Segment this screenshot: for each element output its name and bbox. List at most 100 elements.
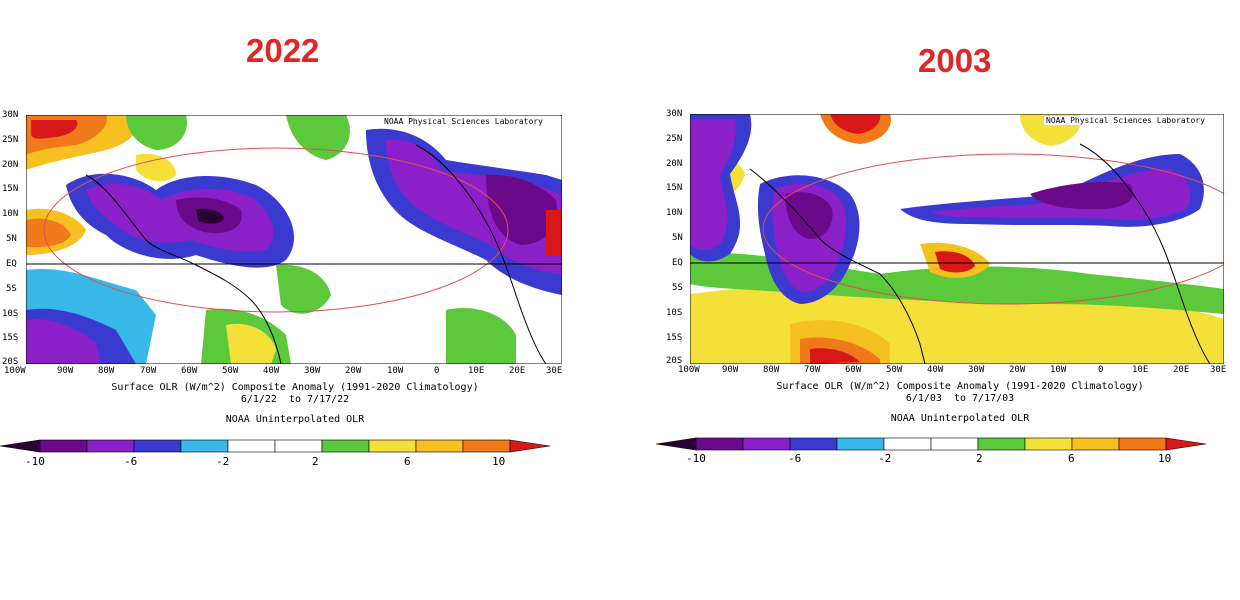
colorbar-cell (1165, 437, 1207, 451)
map-graphic (690, 114, 1224, 364)
colorbar-cell (883, 437, 932, 451)
colorbar-tick: -10 (686, 452, 706, 465)
lon-label: 30W (304, 366, 321, 376)
lon-label: 20W (1009, 365, 1026, 375)
lon-label: 30W (968, 365, 985, 375)
year-title: 2022 (246, 32, 320, 69)
colorbar-cell (274, 439, 323, 453)
lon-label: 10E (468, 366, 485, 376)
colorbar-cell (789, 437, 838, 451)
colorbar-tick: -6 (124, 455, 138, 468)
colorbar-cell (1071, 437, 1120, 451)
lon-label: 70W (140, 366, 157, 376)
lat-label: 20S (2, 357, 19, 367)
lat-label: 20N (2, 160, 19, 170)
colorbar-tick: -2 (216, 455, 230, 468)
colorbar-cell (227, 439, 276, 453)
olr-anomaly-map: NOAA Physical Sciences Laboratory (26, 115, 562, 364)
lon-label: 30E (546, 366, 563, 376)
colorbar-tick: 6 (404, 455, 411, 468)
colorbar-cell (415, 439, 464, 453)
colorbar-cell (133, 439, 182, 453)
lon-label: 10E (1132, 365, 1149, 375)
colorbar-tick: -10 (25, 455, 45, 468)
lon-label: 0 (434, 366, 440, 376)
lat-label: 5N (672, 233, 683, 243)
lat-label: 5N (6, 234, 17, 244)
lat-label: 5S (6, 284, 17, 294)
lon-label: 70W (804, 365, 821, 375)
colorbar-cell (509, 439, 551, 453)
colorbar-cell (695, 437, 744, 451)
lat-label: EQ (672, 258, 683, 268)
lat-label: 10N (2, 209, 19, 219)
map-credit: NOAA Physical Sciences Laboratory (382, 117, 545, 126)
caption-line-1: Surface OLR (W/m^2) Composite Anomaly (1… (111, 382, 479, 393)
caption-line-3: NOAA Uninterpolated OLR (225, 414, 365, 425)
caption-line-2: 6/1/03 to 7/17/03 (905, 393, 1015, 404)
colorbar-cells (0, 439, 551, 453)
lat-label: 15N (2, 184, 19, 194)
colorbar (0, 439, 551, 453)
caption-line-3: NOAA Uninterpolated OLR (890, 413, 1030, 424)
lon-label: 10W (1050, 365, 1067, 375)
map-credit: NOAA Physical Sciences Laboratory (1044, 116, 1207, 125)
lon-label: 90W (57, 366, 74, 376)
colorbar-tick: 6 (1068, 452, 1075, 465)
colorbar (656, 437, 1207, 451)
lat-label: 25N (666, 134, 683, 144)
colorbar-cells (656, 437, 1207, 451)
map-graphic (26, 115, 562, 364)
olr-anomaly-map: NOAA Physical Sciences Laboratory (690, 114, 1224, 364)
lon-label: 60W (181, 366, 198, 376)
panel-2022: 2022 (0, 32, 563, 468)
lat-label: EQ (6, 259, 17, 269)
colorbar-cell (977, 437, 1026, 451)
colorbar-cell (180, 439, 229, 453)
colorbar-cell (0, 439, 41, 453)
panel-2003: 2003 (620, 0, 1240, 600)
lat-label: 15S (666, 333, 683, 343)
colorbar-tick: 10 (492, 455, 506, 468)
colorbar-cell (39, 439, 88, 453)
colorbar-cell (930, 437, 979, 451)
lon-label: 90W (722, 365, 739, 375)
lat-label: 30N (666, 109, 683, 119)
lat-label: 25N (2, 135, 19, 145)
lat-label: 5S (672, 283, 683, 293)
colorbar-cell (462, 439, 511, 453)
lon-label: 40W (927, 365, 944, 375)
lon-label: 60W (845, 365, 862, 375)
colorbar-cell (836, 437, 885, 451)
lon-label: 100W (4, 366, 26, 376)
lon-label: 50W (222, 366, 239, 376)
colorbar-cell (321, 439, 370, 453)
caption-line-1: Surface OLR (W/m^2) Composite Anomaly (1… (776, 381, 1144, 392)
colorbar-cell (742, 437, 791, 451)
colorbar-tick: -6 (788, 452, 802, 465)
lon-label: 50W (886, 365, 903, 375)
colorbar-cell (656, 437, 697, 451)
lat-label: 10S (666, 308, 683, 318)
colorbar-tick: 10 (1158, 452, 1172, 465)
lat-label: 30N (2, 110, 19, 120)
lon-label: 100W (678, 365, 700, 375)
lon-label: 20E (509, 366, 526, 376)
lat-label: 15S (2, 333, 19, 343)
lon-label: 10W (387, 366, 404, 376)
colorbar-tick: 2 (312, 455, 319, 468)
lon-label: 20E (1173, 365, 1190, 375)
colorbar-cell (368, 439, 417, 453)
lon-label: 0 (1098, 365, 1104, 375)
lon-label: 40W (263, 366, 280, 376)
colorbar-cell (86, 439, 135, 453)
colorbar-tick: 2 (976, 452, 983, 465)
colorbar-cell (1024, 437, 1073, 451)
lat-label: 15N (666, 183, 683, 193)
caption-line-2: 6/1/22 to 7/17/22 (240, 394, 350, 405)
lon-label: 20W (345, 366, 362, 376)
lon-label: 30E (1210, 365, 1227, 375)
lat-label: 10N (666, 208, 683, 218)
lon-label: 80W (763, 365, 780, 375)
colorbar-cell (1118, 437, 1167, 451)
